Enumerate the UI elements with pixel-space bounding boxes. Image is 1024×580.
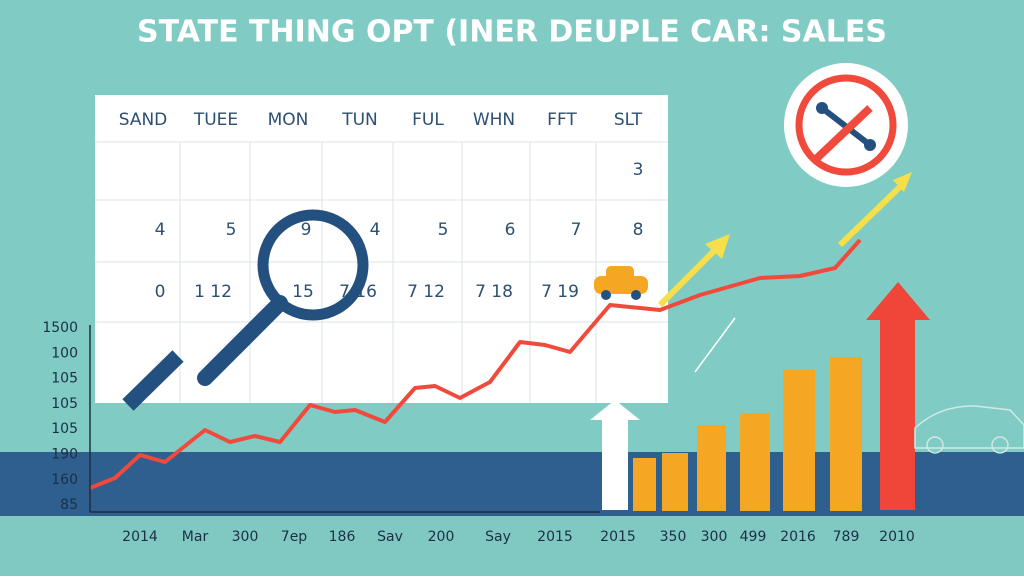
y-label: 160 <box>51 472 78 488</box>
yellow-arrow <box>837 179 908 248</box>
date: 6 <box>505 220 516 240</box>
yellow-arrow-head <box>893 172 912 192</box>
date: 1 12 <box>194 282 232 302</box>
date: 5 <box>438 220 449 240</box>
x-label: 200 <box>428 529 455 545</box>
x-label: 300 <box>701 529 728 545</box>
calendar: SAND TUEE MON TUN FUL WHN FFT SLT 3 4 5 9 4 5 6 7 8 0 1 12… <box>95 95 668 403</box>
date: 9 <box>301 220 312 240</box>
date: 5 <box>226 220 237 240</box>
axis-band <box>0 516 1024 576</box>
white-arrow <box>590 400 640 510</box>
magnifier <box>122 209 369 411</box>
car-outline <box>914 405 1024 454</box>
date: 4 <box>155 220 166 240</box>
trend-line <box>89 238 862 490</box>
axes <box>89 325 600 513</box>
date: 7 12 <box>407 282 445 302</box>
x-label: 186 <box>329 529 356 545</box>
bars <box>633 357 862 511</box>
x-label: Sav <box>377 529 403 545</box>
yellow-arrow-head <box>705 234 730 259</box>
y-label: 190 <box>51 447 78 463</box>
red-arrow <box>866 282 930 510</box>
y-label: 85 <box>60 497 78 513</box>
x-label: 2015 <box>600 529 636 545</box>
x-label: 2014 <box>122 529 158 545</box>
x-label: 789 <box>833 529 860 545</box>
x-label: 2016 <box>780 529 816 545</box>
day-header: SAND <box>119 110 168 130</box>
date: 4 <box>370 220 381 240</box>
day-header: SLT <box>614 110 643 130</box>
clock-icon <box>784 63 908 187</box>
car-icon <box>594 266 648 300</box>
date: 15 <box>292 282 314 302</box>
date: 7 18 <box>475 282 513 302</box>
day-header: FUL <box>412 110 444 130</box>
yellow-arrow <box>657 242 723 308</box>
day-header: TUN <box>341 110 378 130</box>
title: STATE THING OPT (INER DEUPLE CAR: SALES <box>137 15 887 50</box>
date: 7 <box>571 220 582 240</box>
y-label: 100 <box>51 345 78 361</box>
y-label: 105 <box>51 396 78 412</box>
x-label: Say <box>485 529 511 545</box>
x-label: 2015 <box>537 529 573 545</box>
day-header: FFT <box>547 110 577 130</box>
date: 3 <box>633 160 644 180</box>
day-header: TUEE <box>193 110 238 130</box>
y-label: 105 <box>51 371 78 387</box>
x-label: 7ep <box>281 529 308 545</box>
calendar-card <box>95 95 668 403</box>
date: 7 19 <box>541 282 579 302</box>
x-label: 2010 <box>879 529 915 545</box>
date: 8 <box>633 220 644 240</box>
date: 0 <box>155 282 166 302</box>
day-header: WHN <box>473 110 515 130</box>
x-label: Mar <box>182 529 209 545</box>
y-label: 1500 <box>42 320 78 336</box>
x-label: 350 <box>660 529 687 545</box>
x-label: 499 <box>740 529 767 545</box>
x-label: 300 <box>232 529 259 545</box>
thin-arrow <box>694 317 736 373</box>
y-label: 105 <box>51 421 78 437</box>
calendar-grid <box>95 141 668 403</box>
day-header: MON <box>268 110 309 130</box>
